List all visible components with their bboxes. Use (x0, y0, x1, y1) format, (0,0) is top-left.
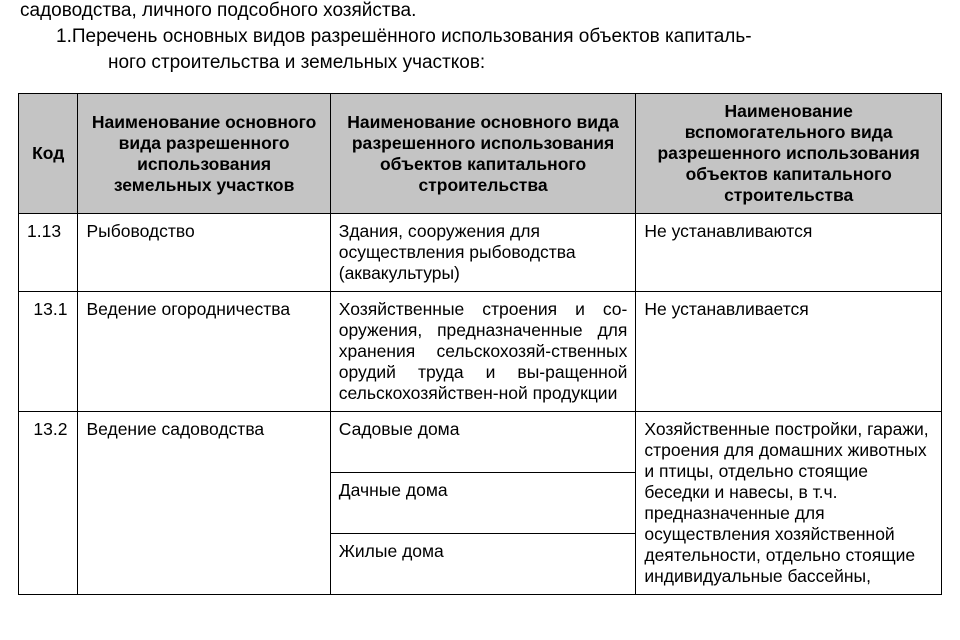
list-text-line1: Перечень основных видов разрешённого исп… (72, 26, 752, 47)
page-top-fragment: садоводства, личного подсобного хозяйств… (18, 0, 942, 22)
permitted-uses-table: Код Наименование основного вида разрешен… (18, 93, 942, 595)
numbered-list-item: 1.Перечень основных видов разрешённого и… (18, 24, 942, 75)
cell-code: 13.1 (19, 292, 78, 412)
table-header-row: Код Наименование основного вида разрешен… (19, 94, 942, 214)
cell-name: Ведение огородничества (78, 292, 330, 412)
cell-obj: Хозяйственные строения и со-оружения, пр… (330, 292, 636, 412)
col-header-obj: Наименование основного вида разрешенного… (330, 94, 636, 214)
cell-name: Ведение садоводства (78, 412, 330, 595)
list-text-line2: ного строительства и земельных участков: (56, 50, 942, 76)
cell-name: Рыбоводство (78, 214, 330, 292)
table-row: 1.13 Рыбоводство Здания, сооружения для … (19, 214, 942, 292)
cell-code: 1.13 (19, 214, 78, 292)
cell-obj: Садовые дома (330, 412, 636, 473)
table-row: 13.1 Ведение огородничества Хозяйственны… (19, 292, 942, 412)
cell-aux: Хозяйственные постройки, гаражи, строени… (636, 412, 942, 595)
cell-obj: Здания, сооружения для осуществления рыб… (330, 214, 636, 292)
cell-aux: Не устанавливаются (636, 214, 942, 292)
list-number: 1. (56, 26, 72, 47)
col-header-code: Код (19, 94, 78, 214)
cell-obj: Жилые дома (330, 534, 636, 595)
cell-code: 13.2 (19, 412, 78, 595)
col-header-aux: Наименование вспомогательного вида разре… (636, 94, 942, 214)
col-header-name: Наименование основного вида разрешенного… (78, 94, 330, 214)
cell-aux: Не устанавливается (636, 292, 942, 412)
table-row: 13.2 Ведение садоводства Садовые дома Хо… (19, 412, 942, 473)
cell-obj: Дачные дома (330, 473, 636, 534)
